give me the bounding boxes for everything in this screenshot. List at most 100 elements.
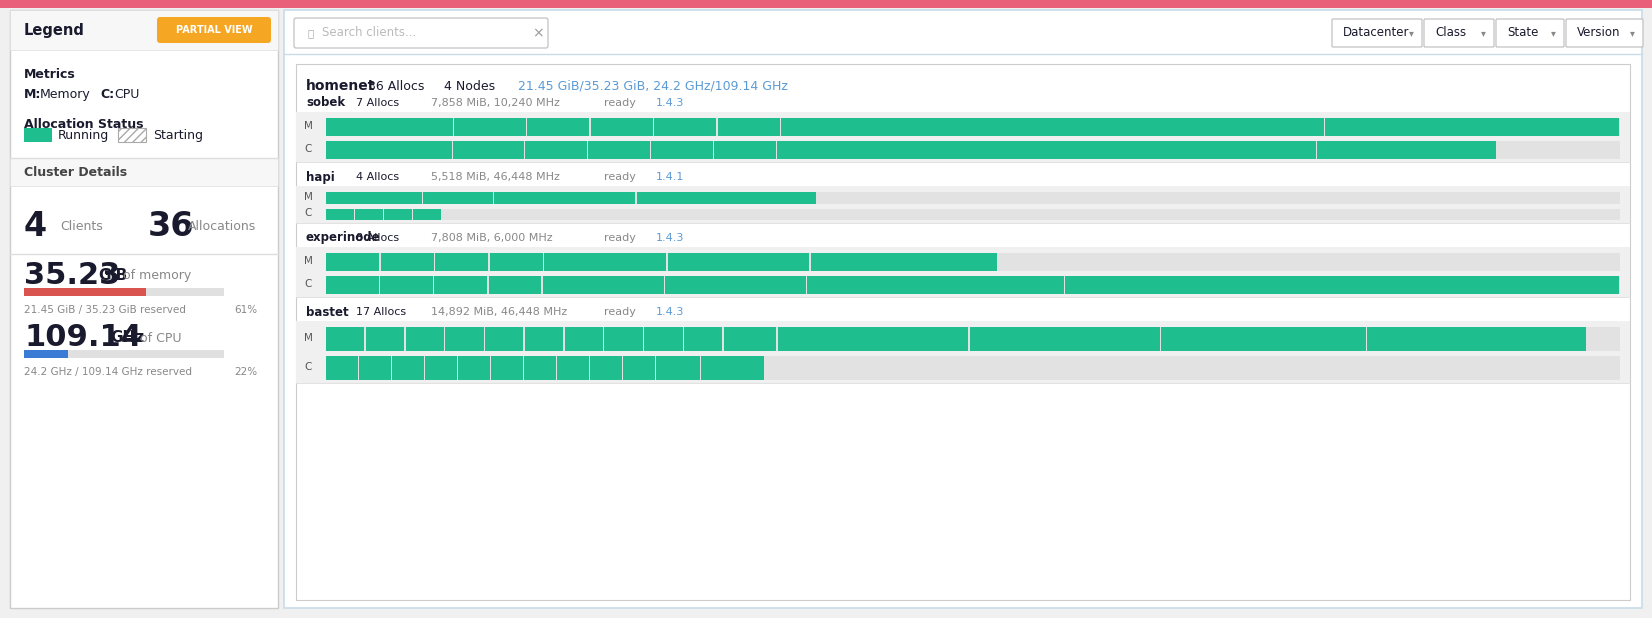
Bar xyxy=(325,192,1621,203)
Bar xyxy=(525,327,563,351)
Text: M: M xyxy=(304,121,312,131)
Bar xyxy=(325,118,453,136)
Bar xyxy=(644,327,682,351)
Bar xyxy=(684,327,722,351)
Text: ×: × xyxy=(532,26,544,40)
Bar xyxy=(117,128,145,142)
Bar xyxy=(296,186,1631,223)
Text: ready: ready xyxy=(605,233,636,243)
Text: 35.23: 35.23 xyxy=(25,261,121,290)
Text: Class: Class xyxy=(1436,27,1465,40)
Text: 14,892 MiB, 46,448 MHz: 14,892 MiB, 46,448 MHz xyxy=(431,307,567,317)
Text: 21.45 GiB/35.23 GiB, 24.2 GHz/109.14 GHz: 21.45 GiB/35.23 GiB, 24.2 GHz/109.14 GHz xyxy=(519,80,788,93)
Bar xyxy=(25,350,68,358)
Text: C:: C: xyxy=(101,88,114,101)
Text: State: State xyxy=(1507,27,1538,40)
Text: 7 Allocs: 7 Allocs xyxy=(355,98,400,108)
Bar xyxy=(10,10,278,608)
Bar xyxy=(489,253,544,271)
Text: ▾: ▾ xyxy=(1551,28,1556,38)
Text: homenet: homenet xyxy=(306,79,375,93)
Bar xyxy=(405,327,444,351)
Bar xyxy=(325,141,1621,159)
Bar xyxy=(296,321,1631,383)
Bar xyxy=(1325,118,1619,136)
Bar xyxy=(527,118,590,136)
Bar xyxy=(700,356,765,380)
Bar xyxy=(25,350,225,358)
Bar xyxy=(434,253,489,271)
Bar xyxy=(380,276,433,294)
FancyBboxPatch shape xyxy=(157,17,271,43)
Bar xyxy=(1368,327,1586,351)
Text: C: C xyxy=(304,208,312,218)
Bar xyxy=(325,192,421,203)
Text: M: M xyxy=(304,333,312,343)
Text: Legend: Legend xyxy=(25,22,84,38)
Text: CPU: CPU xyxy=(114,88,139,101)
Bar xyxy=(489,276,542,294)
Bar xyxy=(778,141,1315,159)
Text: C: C xyxy=(304,362,312,372)
Text: GHz: GHz xyxy=(111,331,144,345)
Text: 24.2 GHz / 109.14 GHz reserved: 24.2 GHz / 109.14 GHz reserved xyxy=(25,367,192,377)
Bar xyxy=(325,253,1621,271)
Text: sobek: sobek xyxy=(306,96,345,109)
Bar xyxy=(10,158,278,186)
Text: ▾: ▾ xyxy=(1409,28,1414,38)
Text: 4 Allocs: 4 Allocs xyxy=(355,172,400,182)
Text: of CPU: of CPU xyxy=(140,331,182,344)
Bar xyxy=(1066,276,1619,294)
Bar xyxy=(590,118,653,136)
Bar xyxy=(325,327,1621,351)
FancyBboxPatch shape xyxy=(1424,19,1493,47)
Bar xyxy=(392,356,423,380)
Text: Datacenter: Datacenter xyxy=(1343,27,1409,40)
Bar xyxy=(623,356,654,380)
Bar xyxy=(494,192,634,203)
Bar xyxy=(724,327,776,351)
Bar xyxy=(970,327,1160,351)
Bar xyxy=(667,253,809,271)
Text: M: M xyxy=(304,192,312,201)
Bar xyxy=(811,253,998,271)
Bar xyxy=(385,208,411,220)
Bar xyxy=(355,208,383,220)
Text: 109.14: 109.14 xyxy=(25,323,142,352)
Bar xyxy=(565,327,603,351)
Bar xyxy=(544,276,664,294)
Text: M:: M: xyxy=(25,88,41,101)
Bar xyxy=(525,141,586,159)
FancyBboxPatch shape xyxy=(294,18,548,48)
Bar xyxy=(325,118,1621,136)
Bar xyxy=(458,356,489,380)
Text: Memory: Memory xyxy=(40,88,91,101)
Bar xyxy=(636,192,816,203)
Text: 4 Nodes: 4 Nodes xyxy=(444,80,496,93)
Text: bastet: bastet xyxy=(306,305,349,318)
Text: 7,808 MiB, 6,000 MHz: 7,808 MiB, 6,000 MHz xyxy=(431,233,553,243)
Bar xyxy=(10,10,278,50)
Bar xyxy=(325,276,1621,294)
Text: M: M xyxy=(304,256,312,266)
Text: Running: Running xyxy=(58,129,109,142)
Bar xyxy=(25,288,145,296)
Bar xyxy=(453,141,524,159)
Text: 5,518 MiB, 46,448 MHz: 5,518 MiB, 46,448 MHz xyxy=(431,172,560,182)
Text: ready: ready xyxy=(605,98,636,108)
Text: hapi: hapi xyxy=(306,171,335,184)
Bar xyxy=(1161,327,1366,351)
Text: 21.45 GiB / 35.23 GiB reserved: 21.45 GiB / 35.23 GiB reserved xyxy=(25,305,187,315)
FancyBboxPatch shape xyxy=(1566,19,1644,47)
Bar xyxy=(1317,141,1495,159)
Text: C: C xyxy=(304,279,312,289)
Text: Version: Version xyxy=(1578,27,1621,40)
Bar xyxy=(296,247,1631,297)
Text: of memory: of memory xyxy=(122,269,192,282)
Bar xyxy=(296,112,1631,162)
Text: Cluster Details: Cluster Details xyxy=(25,166,127,179)
Bar xyxy=(325,327,365,351)
Text: ▾: ▾ xyxy=(1631,28,1635,38)
Bar xyxy=(380,253,433,271)
Text: GiB: GiB xyxy=(97,268,127,284)
